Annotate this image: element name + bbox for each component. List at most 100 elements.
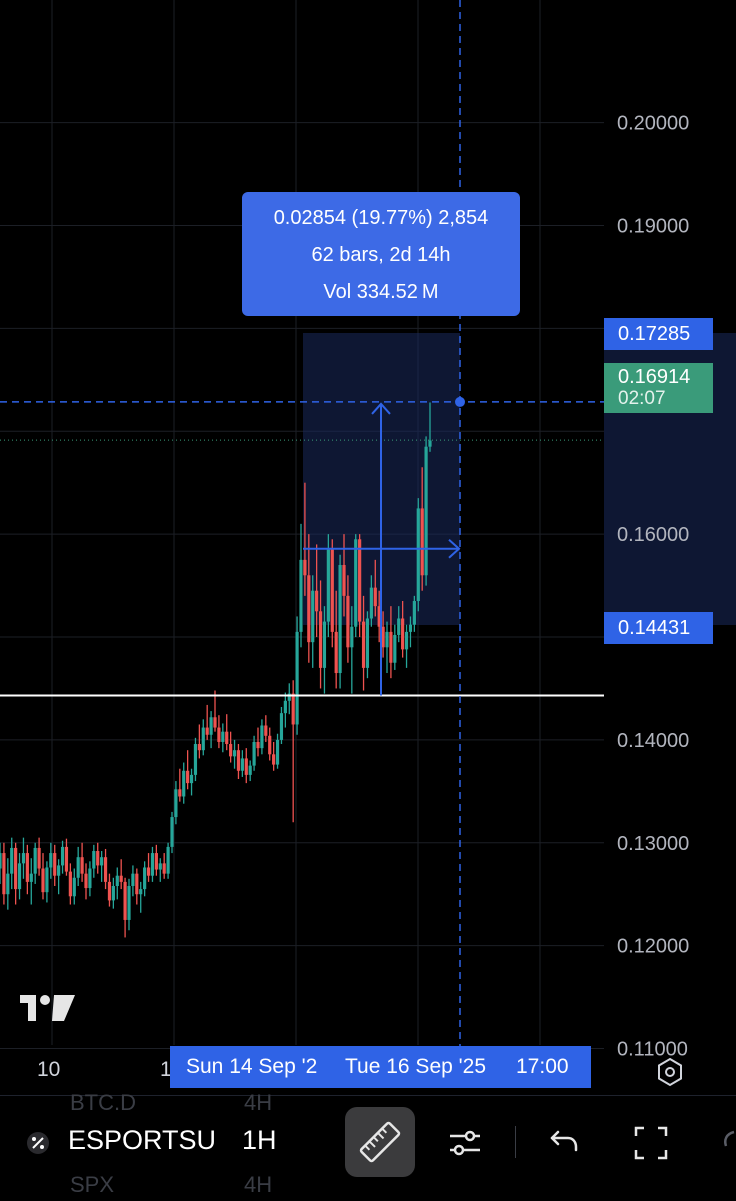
candle-body <box>295 631 299 725</box>
candle-body <box>29 873 33 882</box>
timeframe-button[interactable]: 1H <box>242 1125 277 1155</box>
measure-tooltip: 0.02854 (19.77%) 2,854 62 bars, 2d 14h V… <box>242 192 520 316</box>
candle-body <box>315 590 319 612</box>
candle-body <box>244 758 248 775</box>
candle-body <box>334 631 338 674</box>
candle-body <box>186 770 190 784</box>
candle-body <box>25 853 29 882</box>
candle-body <box>350 626 354 648</box>
candle-body <box>283 700 287 714</box>
candle-body <box>131 873 135 886</box>
candle-body <box>111 886 115 901</box>
x-axis-label: 10 <box>37 1058 61 1081</box>
candle-body <box>272 754 276 765</box>
measure-high-price-tag: 0.17285 <box>604 318 713 350</box>
candle-body <box>76 857 80 878</box>
candle-body <box>88 868 92 889</box>
candlestick-series <box>0 402 432 938</box>
candle-body <box>232 750 237 757</box>
ruler-icon <box>359 1121 401 1163</box>
chart-grid <box>0 0 604 1050</box>
candle-body <box>373 587 377 607</box>
candle-body <box>37 847 41 869</box>
candle-body <box>428 440 432 447</box>
candle-body <box>346 595 350 648</box>
candle-body <box>236 750 241 771</box>
candle-body <box>401 618 405 650</box>
candle-body <box>268 735 272 755</box>
candle-body <box>264 725 268 736</box>
candle-body <box>174 789 178 818</box>
fullscreen-icon[interactable] <box>632 1124 670 1162</box>
candle-body <box>72 877 76 897</box>
candle-body <box>389 631 393 663</box>
candle-body <box>404 631 409 650</box>
candle-body <box>338 565 342 674</box>
candle-body <box>326 549 330 622</box>
candle-body <box>408 624 413 632</box>
candle-body <box>68 871 72 897</box>
indicators-sliders-icon[interactable] <box>446 1124 484 1162</box>
candle-body <box>14 847 18 890</box>
candle-body <box>193 744 198 775</box>
tooltip-volume: Vol 334.52 M <box>323 281 439 303</box>
candle-body <box>322 621 327 668</box>
symbol-button[interactable]: ESPORTSUSDT <box>68 1125 216 1155</box>
candle-body <box>213 717 217 728</box>
candle-body <box>119 875 123 882</box>
candle-body <box>365 618 370 668</box>
candle-body <box>182 770 186 797</box>
y-axis-tick-label: 0.14000 <box>617 730 689 752</box>
candle-body <box>154 853 158 870</box>
candle-body <box>256 741 260 749</box>
y-axis-tick-label: 0.13000 <box>617 833 689 855</box>
ghost-symbol-top: BTC.D <box>70 1090 136 1115</box>
candle-body <box>103 857 108 882</box>
candle-body <box>0 853 2 869</box>
candle-body <box>166 846 170 874</box>
candle-body <box>420 508 424 576</box>
candle-body <box>240 758 244 771</box>
candle-body <box>260 725 264 749</box>
candle-body <box>107 881 112 901</box>
candle-body <box>393 634 397 663</box>
undo-icon[interactable] <box>548 1124 582 1158</box>
candle-body <box>49 853 53 868</box>
candle-body <box>33 847 37 874</box>
candle-body <box>201 727 205 751</box>
candle-body <box>412 601 416 625</box>
settings-hex-icon[interactable] <box>655 1057 685 1087</box>
time-range-highlight: Sun 14 Sep '2 Tue 16 Sep '25 17:00 <box>170 1046 591 1088</box>
candle-body <box>248 765 252 775</box>
ghost-symbol-bottom: SPX <box>70 1172 115 1197</box>
candle-body <box>57 865 61 876</box>
ghost-tf-top: 4H <box>244 1090 273 1115</box>
y-axis-tick-label: 0.16000 <box>617 524 689 546</box>
crosshair-dot <box>455 396 465 407</box>
candle-body <box>53 853 57 876</box>
measure-arrowhead-up <box>371 402 391 415</box>
tooltip-bars: 62 bars, 2d 14h <box>311 244 451 266</box>
candle-body <box>123 881 127 920</box>
tradingview-logo-icon <box>20 995 75 1021</box>
horizontal-line-price-tag: 0.14431 <box>604 612 713 644</box>
candle-body <box>385 631 389 648</box>
candle-body <box>96 851 100 866</box>
tooltip-change: 0.02854 (19.77%) 2,854 <box>273 207 489 229</box>
candle-body <box>115 875 119 886</box>
candle-body <box>209 717 213 735</box>
ruler-button[interactable] <box>345 1107 415 1177</box>
candle-body <box>299 559 303 632</box>
candle-body <box>178 789 182 797</box>
candle-body <box>2 853 6 895</box>
symbol-logo-icon[interactable] <box>26 1131 50 1155</box>
candle-body <box>275 739 280 765</box>
candle-body <box>361 621 366 668</box>
candle-body <box>170 817 174 847</box>
candle-body <box>162 863 166 874</box>
more-partial-icon <box>724 1130 735 1147</box>
price-chart[interactable]: 0.200000.190000.180000.160000.150000.140… <box>0 0 736 1095</box>
candle-body <box>135 873 139 895</box>
candle-body <box>10 847 14 874</box>
candle-body <box>41 868 45 893</box>
